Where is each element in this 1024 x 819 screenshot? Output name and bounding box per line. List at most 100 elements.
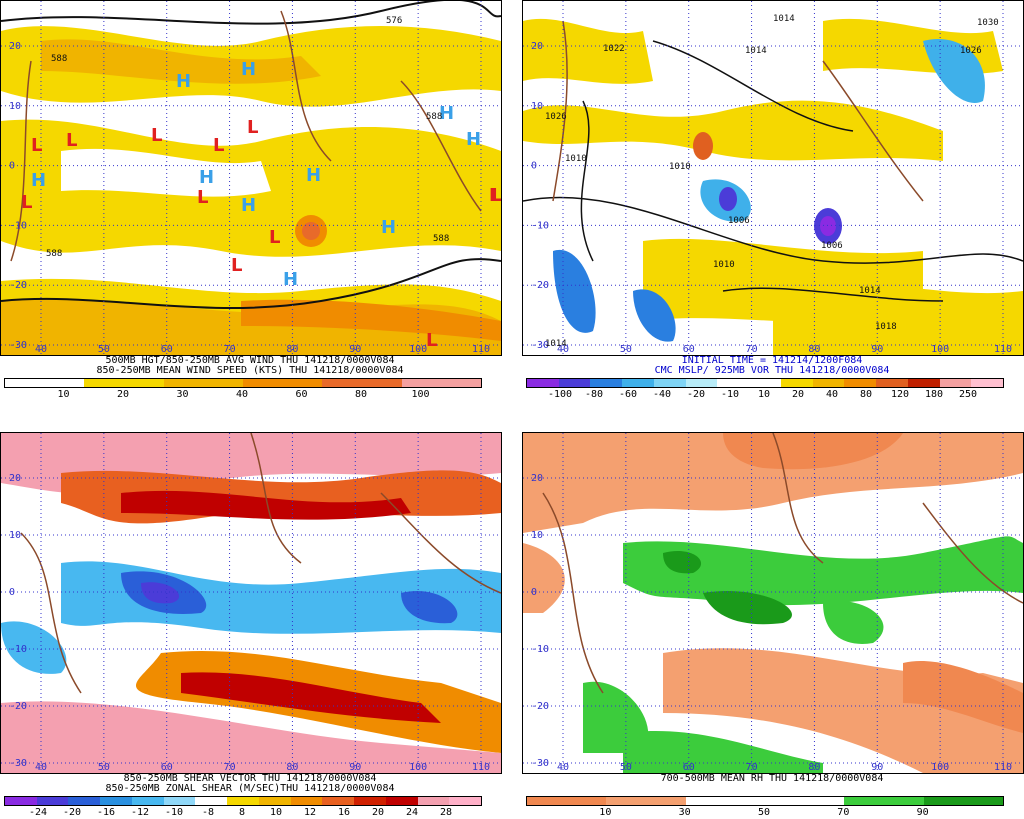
colorbar-cell: [124, 379, 164, 387]
colorbar-tick-label: 50: [757, 807, 771, 818]
colorbar-cell: [685, 797, 726, 805]
longitude-label: 80: [286, 762, 298, 773]
colorbar-cell: [725, 797, 766, 805]
colorbar-cell: [765, 797, 805, 805]
latitude-label: 10: [531, 530, 543, 541]
longitude-label: 110: [472, 344, 490, 355]
colorbar-tick-label: 20: [116, 389, 130, 400]
map-zonal-shear: 40 50 60 70 80 90 100 110 20 10 0 -10 -20 -30: [0, 432, 502, 774]
latitude-label: 10: [531, 101, 543, 112]
colorbar-tick-label: -20: [686, 389, 706, 400]
longitude-label: 90: [349, 762, 361, 773]
low-pressure-marker: L: [21, 192, 32, 213]
low-pressure-marker: L: [489, 185, 500, 206]
colorbar-tick-label: 20: [791, 389, 805, 400]
longitude-label: 70: [224, 344, 236, 355]
colorbar-tl: [4, 378, 482, 388]
high-pressure-marker: H: [466, 129, 481, 150]
high-pressure-marker: H: [199, 167, 214, 188]
longitude-label: 110: [472, 762, 490, 773]
latitude-label: -10: [531, 644, 549, 655]
colorbar-ticks-tr: -100 -80 -60 -40 -20 -10 10 20 40 80 120 180 250: [526, 389, 1002, 400]
colorbar-cell: [441, 379, 482, 387]
low-pressure-marker: L: [213, 135, 224, 156]
colorbar-cell: [5, 797, 37, 805]
isobar-label: 1006: [821, 241, 843, 251]
latitude-label: 20: [9, 473, 21, 484]
longitude-label: 60: [683, 762, 695, 773]
longitude-label: 110: [994, 344, 1012, 355]
latitude-label: 0: [9, 161, 15, 172]
colorbar-cell: [290, 797, 323, 805]
isobar-label: 1014: [773, 14, 795, 24]
colorbar-cell: [622, 379, 654, 387]
longitude-label: 80: [286, 344, 298, 355]
latitude-label: 20: [531, 41, 543, 52]
colorbar-tick-label: -60: [618, 389, 638, 400]
latitude-label: -20: [9, 280, 27, 291]
high-pressure-marker: H: [381, 217, 396, 238]
caption-tl-1: 500MB HGT/850-250MB AVG WIND THU 141218/…: [105, 355, 395, 366]
isobar-label: 1010: [669, 162, 691, 172]
colorbar-cell: [963, 797, 1004, 805]
isobar-label: 1014: [745, 46, 767, 56]
high-pressure-marker: H: [176, 71, 191, 92]
longitude-label: 60: [161, 344, 173, 355]
caption-tr-1: INITIAL TIME = 141214/1200F084: [681, 355, 863, 366]
latitude-label: 10: [9, 530, 21, 541]
latitude-label: -20: [531, 701, 549, 712]
isobar-label: 1022: [603, 44, 625, 54]
caption-tl-2: 850-250MB MEAN WIND SPEED (KTS) THU 1412…: [96, 365, 404, 376]
colorbar-cell: [590, 379, 623, 387]
latitude-label: 20: [9, 41, 21, 52]
colorbar-cell: [939, 379, 972, 387]
caption-tr-2: CMC MSLP/ 925MB VOR THU 141218/0000V084: [654, 365, 890, 376]
longitude-label: 70: [224, 762, 236, 773]
colorbar-tick-label: 12: [303, 807, 317, 818]
latitude-label: -20: [531, 280, 549, 291]
colorbar-cell: [401, 379, 442, 387]
colorbar-cell: [417, 797, 450, 805]
latitude-label: 0: [9, 587, 15, 598]
isobar-label: 1014: [545, 339, 567, 349]
longitude-label: 60: [683, 344, 695, 355]
colorbar-cell: [163, 379, 204, 387]
colorbar-cell: [354, 797, 386, 805]
colorbar-tick-label: 20: [371, 807, 385, 818]
colorbar-cell: [36, 797, 69, 805]
longitude-label: 40: [557, 762, 569, 773]
colorbar-tick-label: 16: [337, 807, 351, 818]
latitude-label: 0: [531, 161, 537, 172]
colorbar-ticks-bl: -24 -20 -16 -12 -10 -8 8 10 12 16 20 24 28: [4, 807, 480, 818]
isobar-label: 1026: [960, 46, 982, 56]
longitude-label: 50: [98, 344, 110, 355]
longitude-label: 90: [871, 344, 883, 355]
colorbar-tick-label: 100: [411, 389, 430, 400]
longitude-label: 40: [35, 344, 47, 355]
longitude-label: 50: [620, 344, 632, 355]
colorbar-cell: [385, 797, 418, 805]
low-pressure-marker: L: [426, 330, 437, 351]
colorbar-ticks-tl: 10 20 30 40 60 80 100: [4, 389, 480, 400]
longitude-label: 70: [746, 762, 758, 773]
height-contour-label: 588: [433, 234, 449, 244]
colorbar-tick-label: -24: [28, 807, 48, 818]
map-wind-speed: 40 50 60 70 80 90 100 110 20 10 0 -10 -20 -30 H H H H H H H H…: [0, 0, 502, 356]
colorbar-cell: [322, 379, 363, 387]
colorbar-tick-label: 10: [599, 807, 612, 818]
colorbar-ticks-br: 10 30 50 70 90: [526, 807, 1002, 818]
high-pressure-marker: H: [241, 59, 256, 80]
colorbar-cell: [685, 379, 718, 387]
colorbar-tick-label: 80: [859, 389, 873, 400]
colorbar-tick-label: 40: [235, 389, 249, 400]
low-pressure-marker: L: [197, 187, 208, 208]
colorbar-cell: [606, 797, 647, 805]
colorbar-cell: [322, 797, 355, 805]
colorbar-cell: [804, 797, 845, 805]
colorbar-cell: [812, 379, 845, 387]
colorbar-tick-label: -12: [130, 807, 150, 818]
colorbar-cell: [195, 797, 228, 805]
colorbar-cell: [5, 379, 45, 387]
